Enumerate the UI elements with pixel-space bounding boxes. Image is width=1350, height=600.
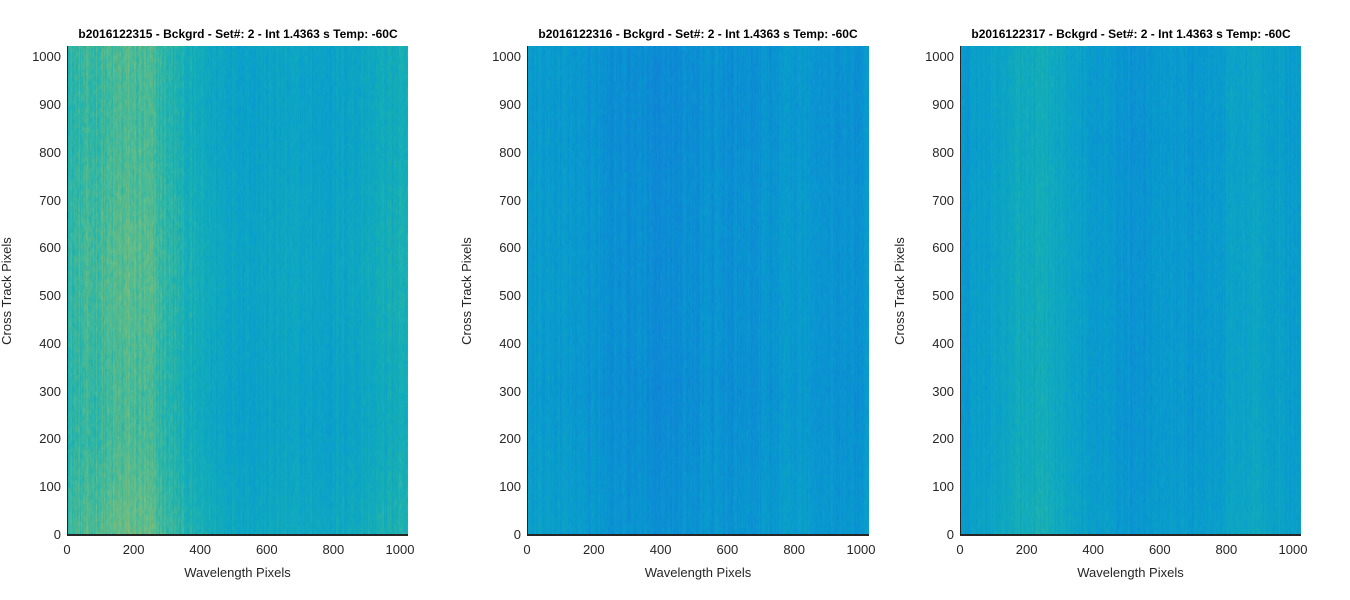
y-axis-line [67, 46, 68, 535]
y-tick-label: 400 [499, 335, 521, 351]
chart-title: b2016122315 - Bckgrd - Set#: 2 - Int 1.4… [78, 27, 398, 41]
y-tick-label: 1000 [492, 49, 521, 65]
x-tick-label: 400 [1082, 542, 1105, 557]
y-tick-label: 100 [39, 479, 61, 495]
y-tick-label: 900 [932, 97, 954, 113]
y-tick-label: 1000 [925, 49, 954, 65]
x-tick-label: 800 [1215, 542, 1238, 557]
y-tick-label: 0 [513, 527, 521, 542]
y-tick-label: 700 [499, 192, 521, 208]
x-axis-line [67, 534, 408, 536]
x-tick-label: 400 [189, 542, 212, 557]
y-tick-label: 300 [39, 383, 61, 399]
y-tick-label: 400 [39, 335, 61, 351]
y-axis-label: Cross Track Pixels [0, 236, 14, 345]
x-tick-label: 800 [783, 542, 806, 557]
x-tick-label: 600 [1148, 542, 1171, 557]
y-tick-label: 700 [39, 192, 61, 208]
x-tick-label: 0 [523, 542, 531, 557]
y-tick-label: 100 [499, 479, 521, 495]
x-tick-label: 800 [322, 542, 345, 557]
y-tick-label: 700 [932, 192, 954, 208]
y-tick-label: 1000 [32, 49, 61, 65]
y-tick-label: 200 [39, 431, 61, 447]
y-tick-label: 400 [932, 335, 954, 351]
x-tick-label: 200 [1015, 542, 1038, 557]
chart-title: b2016122316 - Bckgrd - Set#: 2 - Int 1.4… [538, 27, 858, 41]
x-tick-label: 1000 [385, 542, 415, 557]
y-tick-label: 600 [39, 240, 61, 256]
x-axis-line [527, 534, 869, 536]
y-tick-label: 500 [499, 288, 521, 304]
y-tick-label: 500 [39, 288, 61, 304]
y-tick-label: 600 [499, 240, 521, 256]
x-tick-label: 1000 [1278, 542, 1308, 557]
y-tick-label: 800 [39, 144, 61, 160]
x-tick-label: 600 [255, 542, 278, 557]
y-axis-label: Cross Track Pixels [892, 236, 907, 345]
x-axis-line [960, 534, 1301, 536]
chart-title: b2016122317 - Bckgrd - Set#: 2 - Int 1.4… [971, 27, 1291, 41]
heatmap-image [527, 46, 869, 535]
x-tick-label: 600 [716, 542, 739, 557]
y-axis-label: Cross Track Pixels [459, 236, 474, 345]
y-tick-label: 300 [499, 383, 521, 399]
x-tick-label: 200 [582, 542, 605, 557]
x-axis-label: Wavelength Pixels [1077, 565, 1184, 580]
x-tick-label: 400 [649, 542, 672, 557]
y-tick-label: 600 [932, 240, 954, 256]
y-tick-label: 200 [932, 431, 954, 447]
heatmap-image [67, 46, 408, 535]
y-tick-label: 300 [932, 383, 954, 399]
y-tick-label: 800 [499, 144, 521, 160]
y-axis-line [960, 46, 961, 535]
y-tick-label: 500 [932, 288, 954, 304]
y-tick-label: 900 [39, 97, 61, 113]
x-tick-label: 1000 [846, 542, 876, 557]
x-tick-label: 0 [63, 542, 71, 557]
heatmap-image [960, 46, 1301, 535]
y-tick-label: 200 [499, 431, 521, 447]
x-axis-label: Wavelength Pixels [184, 565, 291, 580]
y-tick-label: 100 [932, 479, 954, 495]
y-tick-label: 800 [932, 144, 954, 160]
x-axis-label: Wavelength Pixels [644, 565, 752, 580]
x-tick-label: 0 [956, 542, 964, 557]
y-axis-line [527, 46, 528, 535]
x-tick-label: 200 [122, 542, 145, 557]
y-tick-label: 900 [499, 97, 521, 113]
y-tick-label: 0 [946, 527, 954, 542]
y-tick-label: 0 [53, 527, 61, 542]
